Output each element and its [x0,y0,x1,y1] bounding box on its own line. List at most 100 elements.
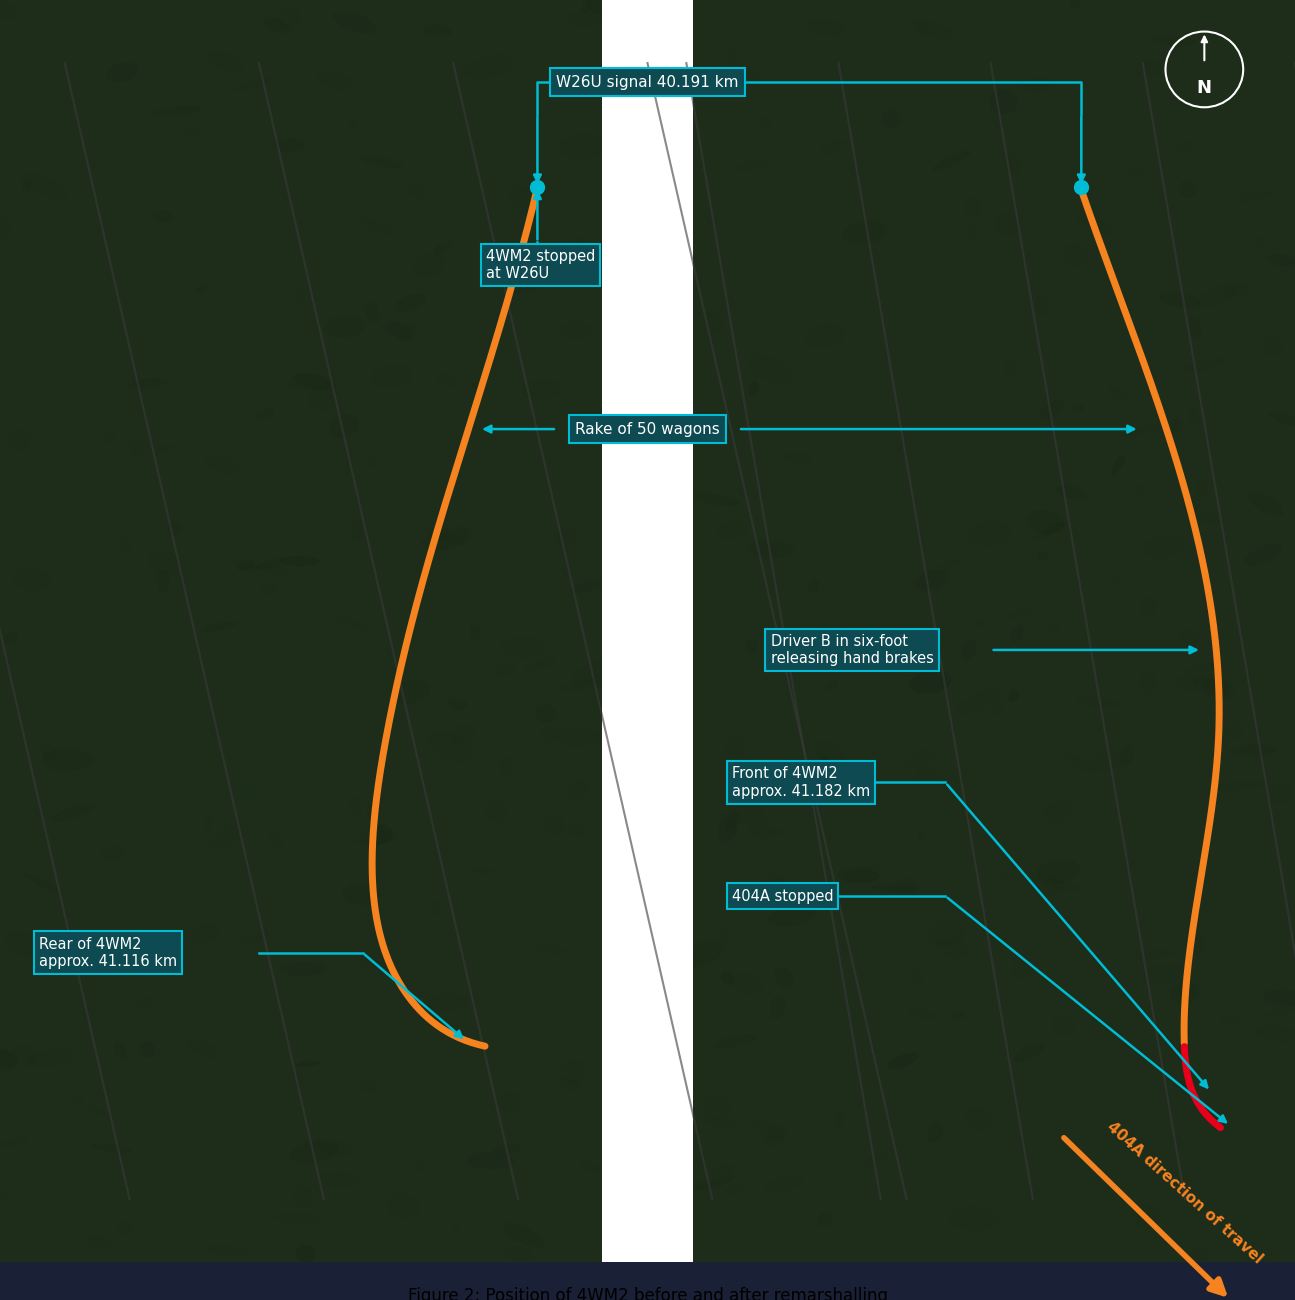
Ellipse shape [470,382,487,391]
Ellipse shape [747,814,776,838]
Ellipse shape [820,755,829,767]
Ellipse shape [289,1141,338,1164]
Ellipse shape [260,584,278,595]
Ellipse shape [192,923,219,944]
Ellipse shape [0,292,32,306]
Ellipse shape [167,521,180,536]
Ellipse shape [716,521,747,538]
Ellipse shape [258,563,289,576]
Ellipse shape [1040,400,1064,419]
Ellipse shape [106,61,139,83]
Ellipse shape [234,558,259,572]
Ellipse shape [1005,606,1036,620]
Ellipse shape [1036,551,1048,560]
Ellipse shape [769,827,782,837]
Ellipse shape [482,1093,530,1117]
Ellipse shape [961,638,976,662]
Ellipse shape [152,105,202,117]
Ellipse shape [1272,658,1295,668]
Ellipse shape [838,1006,883,1028]
Ellipse shape [535,705,557,723]
Ellipse shape [719,928,728,945]
Ellipse shape [1184,358,1229,372]
Ellipse shape [1120,744,1134,767]
Ellipse shape [118,1221,133,1236]
Ellipse shape [729,974,763,995]
Ellipse shape [559,1060,585,1084]
Ellipse shape [587,0,618,14]
Ellipse shape [1099,399,1116,417]
Ellipse shape [1103,212,1142,235]
Ellipse shape [465,55,514,79]
Ellipse shape [392,680,430,703]
Ellipse shape [246,246,268,260]
Ellipse shape [8,428,30,451]
Ellipse shape [119,536,131,556]
Ellipse shape [240,770,276,784]
Ellipse shape [254,408,275,420]
Ellipse shape [23,874,58,892]
Ellipse shape [783,452,812,463]
Ellipse shape [773,941,816,959]
Ellipse shape [128,438,144,458]
Ellipse shape [1057,485,1088,500]
Ellipse shape [1042,801,1072,823]
Ellipse shape [1225,722,1244,738]
Ellipse shape [80,226,117,242]
Ellipse shape [155,569,170,592]
Ellipse shape [417,879,449,894]
Ellipse shape [745,640,759,653]
Ellipse shape [1037,859,1080,884]
Ellipse shape [957,82,971,96]
Ellipse shape [774,967,794,988]
Ellipse shape [556,728,601,746]
Ellipse shape [1168,417,1181,434]
Ellipse shape [843,221,887,244]
Text: 4WM2 stopped
at W26U: 4WM2 stopped at W26U [486,248,594,281]
Ellipse shape [895,878,917,898]
Ellipse shape [987,1061,1023,1084]
Ellipse shape [965,196,982,217]
Ellipse shape [399,326,414,342]
Ellipse shape [1075,697,1120,707]
Ellipse shape [572,237,591,247]
Ellipse shape [12,567,51,590]
Ellipse shape [1247,491,1283,516]
Ellipse shape [370,364,413,387]
Ellipse shape [43,749,93,771]
Ellipse shape [951,1011,966,1019]
Ellipse shape [952,1009,975,1023]
Ellipse shape [1030,514,1045,526]
Ellipse shape [281,556,320,567]
Ellipse shape [491,1144,522,1156]
Ellipse shape [1269,412,1295,426]
Text: 404A stopped: 404A stopped [732,888,833,904]
Ellipse shape [736,160,772,172]
Bar [0,0,602,1262]
Ellipse shape [365,302,381,322]
Ellipse shape [254,559,286,569]
Ellipse shape [280,962,326,976]
Ellipse shape [1221,1014,1242,1026]
Ellipse shape [561,1197,607,1217]
Ellipse shape [499,757,513,777]
Ellipse shape [155,849,199,862]
Ellipse shape [574,957,620,983]
Text: Rake of 50 wagons: Rake of 50 wagons [575,421,720,437]
Ellipse shape [725,736,746,755]
Ellipse shape [855,710,874,731]
Ellipse shape [1010,961,1033,978]
Ellipse shape [228,784,268,801]
Ellipse shape [1188,502,1199,511]
Ellipse shape [158,1082,168,1106]
Bar [693,0,1295,1262]
Ellipse shape [966,521,1013,546]
Ellipse shape [682,940,724,967]
Ellipse shape [749,541,794,558]
Ellipse shape [912,966,923,984]
Ellipse shape [453,1225,461,1238]
Bar [602,0,693,1262]
Ellipse shape [263,17,290,34]
Text: Figure 2: Position of 4WM2 before and after remarshalling: Figure 2: Position of 4WM2 before and af… [408,1287,887,1300]
Ellipse shape [1189,1247,1207,1268]
